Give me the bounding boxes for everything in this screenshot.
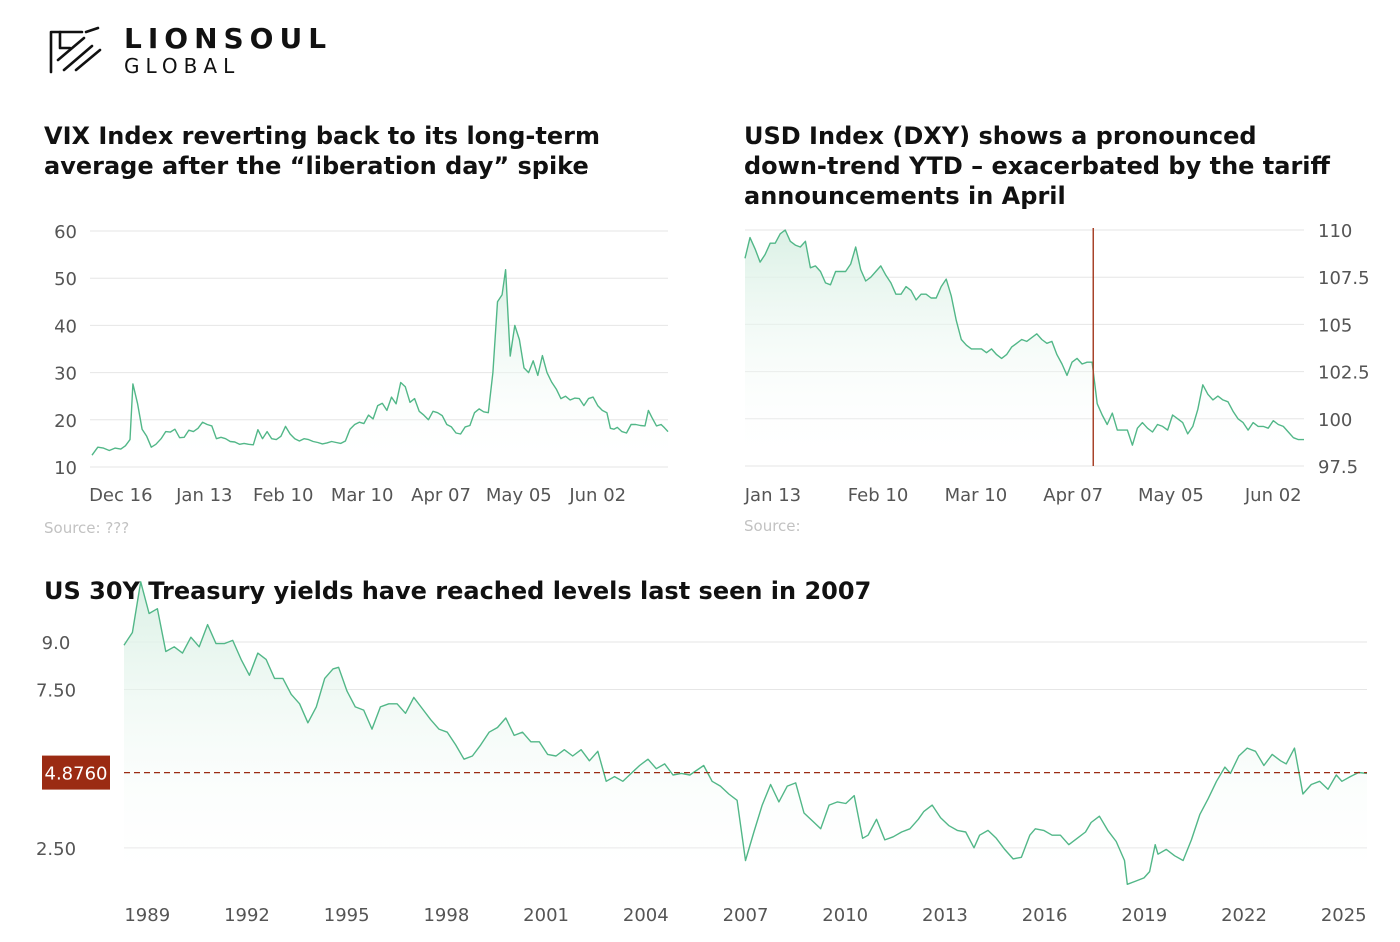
ust-reference-label: 4.8760 [45,764,108,785]
ust-y-tick-label: 7.50 [36,681,76,702]
vix-chart-title: VIX Index reverting back to its long-ter… [44,122,600,180]
ust-y-tick-label: 2.50 [36,839,76,860]
vix-series-area [92,269,668,467]
brand-name: LIONSOUL [124,22,333,55]
ust-x-tick-label: 2016 [1022,905,1068,926]
ust-x-tick-label: 2013 [922,905,968,926]
vix-y-tick-label: 50 [54,269,77,290]
dxy-y-tick-label: 100 [1318,410,1352,431]
dxy-x-tick-label: Jan 13 [744,485,801,506]
ust-x-tick-label: 1998 [423,905,469,926]
dxy-y-tick-label: 102.5 [1318,363,1370,384]
vix-x-tick-label: May 05 [486,485,552,506]
dxy-x-tick-label: Feb 10 [848,485,909,506]
ust-x-tick-label: 1989 [124,905,170,926]
vix-y-tick-label: 10 [54,458,77,479]
ust30-chart: 2.50 7.50 9.0 1989 1992 1995 1998 2001 2004 2007 2… [36,581,1368,926]
dxy-chart: 97.5 100 102.5 105 107.5 110 Jan 13 Feb 10 Mar 1… [744,221,1370,506]
dxy-y-tick-label: 110 [1318,221,1352,242]
ust-x-tick-label: 2001 [523,905,569,926]
ust-series-line [123,581,1368,885]
dxy-source-note: Source: [744,517,801,535]
ust-x-tick-label: 1992 [224,905,270,926]
dxy-x-tick-label: May 05 [1138,485,1204,506]
vix-x-tick-label: Jan 13 [175,485,232,506]
vix-x-tick-label: Jun 02 [568,485,626,506]
ust-x-tick-label: 2004 [623,905,669,926]
vix-y-tick-label: 30 [54,364,77,385]
vix-x-tick-label: Dec 16 [89,485,152,506]
dxy-series-area [745,230,1304,466]
vix-x-tick-label: Feb 10 [253,485,314,506]
vix-chart: 10 20 30 40 50 60 Dec 16 Jan 13 Feb 10 Mar 10 Apr … [54,222,669,506]
vix-source-note: Source: ??? [44,519,130,537]
ust30-chart-title: US 30Y Treasury yields have reached leve… [44,577,872,605]
vix-series-line [91,269,669,456]
vix-x-tick-label: Apr 07 [411,485,471,506]
ust-x-tick-label: 2019 [1121,905,1167,926]
vix-y-tick-label: 20 [54,411,77,432]
ust-x-tick-label: 1995 [324,905,370,926]
dxy-chart-title: USD Index (DXY) shows a pronounced down-… [744,122,1330,210]
dxy-series-line [744,229,1304,446]
ust-series-area [124,581,1367,889]
ust-reference-badge [42,755,110,790]
vix-y-tick-label: 40 [54,316,77,337]
ust-x-tick-label: 2025 [1321,905,1367,926]
dxy-x-tick-label: Jun 02 [1244,485,1302,506]
lionsoul-emblem-icon [49,26,102,74]
dxy-y-tick-label: 97.5 [1318,457,1358,478]
ust-y-tick-label: 9.0 [42,633,71,654]
dxy-x-tick-label: Mar 10 [945,485,1008,506]
dxy-x-tick-label: Apr 07 [1043,485,1103,506]
ust-x-tick-label: 2007 [723,905,769,926]
vix-y-tick-label: 60 [54,222,77,243]
dxy-y-tick-label: 105 [1318,315,1352,336]
ust-x-tick-label: 2022 [1221,905,1267,926]
dxy-y-tick-label: 107.5 [1318,268,1370,289]
ust-x-tick-label: 2010 [822,905,868,926]
vix-x-tick-label: Mar 10 [331,485,394,506]
brand-subtitle: GLOBAL [124,54,241,78]
